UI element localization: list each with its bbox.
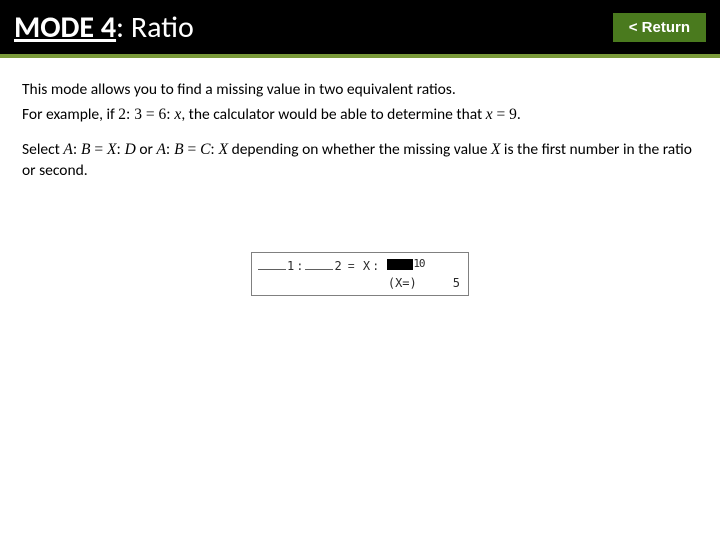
- lcd-cursor: 10: [387, 257, 424, 272]
- select-line: Select A: B = X: D or A: B = C: X depend…: [22, 140, 698, 182]
- intro-line-2: For example, if 2: 3 = 6: x, the calcula…: [22, 105, 698, 126]
- lcd-digit-b: 2: [334, 258, 341, 274]
- blank-field-a: [258, 260, 286, 270]
- calculator-display: 1 : 2 = X : 10 (X=) 5: [251, 252, 469, 296]
- header-bar: MODE 4: Ratio < Return: [0, 0, 720, 58]
- colon-icon: :: [372, 259, 379, 275]
- lcd-var-x: X: [363, 258, 370, 274]
- lcd-tail: 10: [413, 257, 424, 272]
- example-ratio: 2: 3 = 6: x: [118, 106, 181, 123]
- option-a: A: B = X: D: [63, 141, 135, 158]
- page-title: MODE 4: Ratio: [14, 9, 194, 46]
- lcd-result-label: (X=): [388, 276, 417, 290]
- example-solution: x = 9: [486, 106, 517, 123]
- lcd-input-row: 1 : 2 = X : 10: [258, 257, 462, 275]
- blank-field-b: [305, 260, 333, 270]
- text-fragment: or: [136, 140, 157, 159]
- text-fragment: , the calculator would be able to determ…: [181, 105, 485, 124]
- mode-label: MODE 4: [14, 9, 116, 46]
- content-area: This mode allows you to find a missing v…: [0, 58, 720, 318]
- cursor-fill-icon: [387, 259, 413, 270]
- text-fragment: Select: [22, 140, 63, 159]
- missing-x: X: [491, 141, 500, 158]
- option-b: A: B = C: X: [156, 141, 228, 158]
- equals-icon: =: [348, 259, 355, 275]
- return-button[interactable]: < Return: [613, 13, 706, 42]
- calculator-display-wrap: 1 : 2 = X : 10 (X=) 5: [22, 252, 698, 296]
- lcd-result-row: (X=) 5: [388, 275, 460, 291]
- text-fragment: For example, if: [22, 105, 118, 124]
- intro-line-1: This mode allows you to find a missing v…: [22, 80, 698, 101]
- title-rest: : Ratio: [116, 9, 194, 46]
- text-fragment: depending on whether the missing value: [228, 140, 491, 159]
- colon-icon: :: [296, 259, 303, 275]
- lcd-result-value: 5: [453, 276, 460, 290]
- lcd-digit-a: 1: [287, 258, 294, 274]
